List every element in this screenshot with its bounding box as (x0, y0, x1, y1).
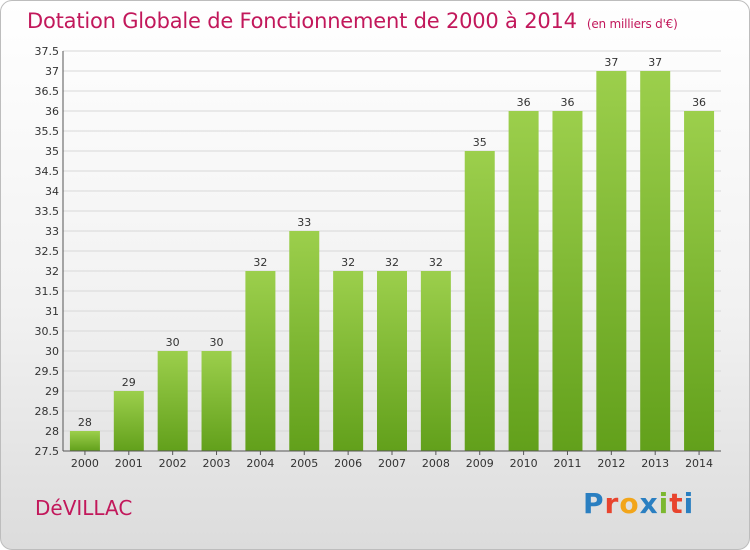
data-label: 29 (122, 376, 136, 389)
y-tick-label: 33 (45, 225, 59, 238)
bar-2005 (289, 231, 320, 451)
y-tick-label: 36.5 (35, 85, 60, 98)
data-label: 36 (517, 96, 531, 109)
chart-subtitle: (en milliers d'€) (586, 17, 678, 31)
bars (69, 71, 715, 451)
x-tick-label: 2008 (422, 457, 450, 470)
data-label: 36 (692, 96, 706, 109)
y-tick-label: 34 (45, 185, 59, 198)
x-tick-label: 2009 (466, 457, 494, 470)
data-label: 33 (297, 216, 311, 229)
municipality-name: DéVILLAC (35, 496, 133, 520)
bar-2011 (552, 111, 583, 451)
bar-2013 (640, 71, 671, 451)
x-tick-label: 2004 (246, 457, 274, 470)
logo-letter: i (658, 487, 670, 520)
x-tick-label: 2011 (553, 457, 581, 470)
logo-letter: r (604, 487, 620, 520)
x-tick-label: 2007 (378, 457, 406, 470)
x-tick-label: 2001 (115, 457, 143, 470)
y-tick-label: 29 (45, 385, 59, 398)
x-tick-label: 2014 (685, 457, 713, 470)
bar-2001 (113, 391, 144, 451)
data-label: 37 (648, 56, 662, 69)
x-tick-label: 2003 (203, 457, 231, 470)
logo-letter: P (583, 487, 605, 520)
y-tick-labels: 27.5 28 28.5 29 29.5 30 30.5 31 31.5 32 32.5 33 33.5… (35, 45, 60, 458)
x-tick-label: 2000 (71, 457, 99, 470)
x-tick-label: 2002 (159, 457, 187, 470)
y-tick-label: 31 (45, 305, 59, 318)
y-tick-label: 30 (45, 345, 59, 358)
y-tick-label: 29.5 (35, 365, 60, 378)
y-tick-label: 37.5 (35, 45, 60, 58)
data-label: 32 (385, 256, 399, 269)
bar-2004 (245, 271, 276, 451)
bar-2002 (157, 351, 188, 451)
bar-2012 (596, 71, 627, 451)
axes (62, 51, 721, 455)
data-label: 35 (473, 136, 487, 149)
y-tick-label: 28.5 (35, 405, 60, 418)
data-label: 32 (429, 256, 443, 269)
logo-letter: o (619, 487, 640, 520)
data-label: 37 (604, 56, 618, 69)
chart-title: Dotation Globale de Fonctionnement de 20… (27, 9, 678, 33)
bar-2008 (420, 271, 451, 451)
bar-2000 (69, 431, 100, 451)
y-tick-label: 28 (45, 425, 59, 438)
y-tick-label: 37 (45, 65, 59, 78)
y-tick-label: 33.5 (35, 205, 60, 218)
x-tick-label: 2006 (334, 457, 362, 470)
y-tick-label: 35 (45, 145, 59, 158)
data-label: 28 (78, 416, 92, 429)
x-tick-label: 2013 (641, 457, 669, 470)
x-tick-labels: 2000 2001 2002 2003 2004 2005 2006 2007 2008 2009… (71, 457, 713, 470)
data-label: 32 (341, 256, 355, 269)
bar-2014 (684, 111, 715, 451)
y-tick-label: 35.5 (35, 125, 60, 138)
x-tick-label: 2005 (290, 457, 318, 470)
y-tick-label: 30.5 (35, 325, 60, 338)
data-label: 32 (253, 256, 267, 269)
bar-2003 (201, 351, 232, 451)
bar-2009 (464, 151, 495, 451)
logo-letter: t (669, 487, 684, 520)
bar-2010 (508, 111, 539, 451)
y-tick-label: 27.5 (35, 445, 60, 458)
y-tick-label: 36 (45, 105, 59, 118)
bar-2006 (333, 271, 364, 451)
y-tick-label: 32.5 (35, 245, 60, 258)
logo-letter: i (683, 487, 695, 520)
x-tick-label: 2010 (510, 457, 538, 470)
data-label: 30 (210, 336, 224, 349)
y-tick-label: 31.5 (35, 285, 60, 298)
proxiti-logo: Proxiti (583, 487, 694, 520)
x-tick-label: 2012 (597, 457, 625, 470)
bar-2007 (377, 271, 407, 451)
data-label: 36 (560, 96, 574, 109)
y-tick-label: 34.5 (35, 165, 60, 178)
logo-letter: x (639, 487, 659, 520)
data-labels: 28 29 30 30 32 33 32 32 32 35 36 36 37 37 36 (78, 56, 706, 429)
y-tick-label: 32 (45, 265, 59, 278)
data-label: 30 (166, 336, 180, 349)
